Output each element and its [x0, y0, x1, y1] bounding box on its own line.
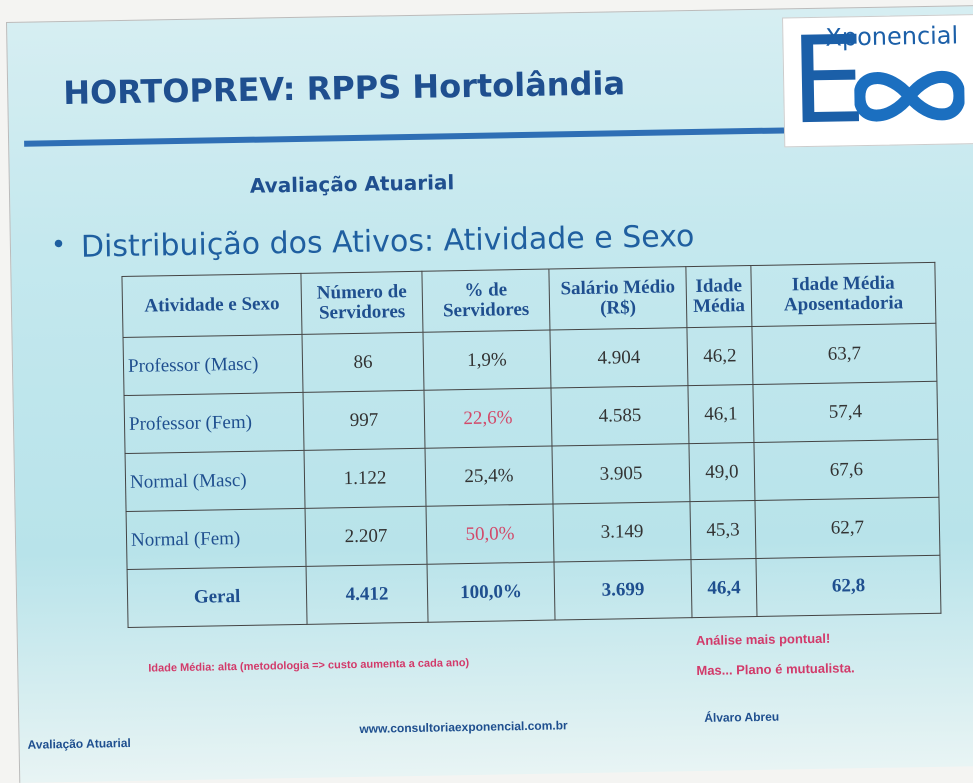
column-header: Idade Média Aposentadoria — [751, 262, 936, 326]
logo-text: Xponencial — [825, 21, 958, 51]
cell: 2.207 — [305, 506, 427, 566]
row-label: Geral — [127, 566, 307, 627]
row-label: Professor (Fem) — [124, 392, 304, 453]
logo-infinity — [854, 65, 965, 127]
cell: 4.904 — [550, 328, 688, 388]
footer-url: www.consultoriaexponencial.com.br — [359, 718, 567, 736]
cell: 62,7 — [755, 497, 940, 558]
logo: E Xponencial — [782, 14, 973, 147]
cell: 25,4% — [425, 446, 553, 506]
cell: 3.699 — [554, 560, 692, 620]
cell: 1,9% — [423, 330, 551, 390]
column-header: Salário Médio (R$) — [549, 267, 687, 330]
cell: 62,8 — [756, 555, 941, 616]
footer-left: Avaliação Atuarial — [27, 736, 130, 752]
slide: HORTOPREV: RPPS Hortolândia E Xponencial… — [6, 5, 973, 783]
cell: 63,7 — [752, 323, 937, 384]
bullet: Distribuição dos Ativos: Atividade e Sex… — [81, 219, 695, 265]
footer-author: Álvaro Abreu — [704, 710, 779, 725]
cell: 46,2 — [687, 327, 753, 386]
cell: 3.149 — [553, 502, 691, 562]
cell: 4.585 — [551, 386, 689, 446]
row-label: Professor (Masc) — [123, 334, 303, 395]
cell: 3.905 — [552, 444, 690, 504]
column-header: Idade Média — [686, 266, 752, 328]
column-header: Número de Servidores — [301, 271, 423, 334]
cell: 22,6% — [424, 388, 552, 448]
title-rule — [24, 127, 784, 146]
row-label: Normal (Masc) — [125, 450, 305, 511]
note: Análise mais pontual! — [696, 631, 831, 648]
cell: 49,0 — [689, 443, 755, 502]
note: Idade Média: alta (metodologia => custo … — [148, 657, 469, 675]
cell: 50,0% — [426, 504, 554, 564]
cell: 86 — [302, 332, 424, 392]
cell: 997 — [303, 390, 425, 450]
column-header: % de Servidores — [422, 269, 550, 332]
cell: 57,4 — [753, 381, 938, 442]
page: HORTOPREV: RPPS Hortolândia E Xponencial… — [0, 0, 973, 750]
title: HORTOPREV: RPPS Hortolândia — [63, 64, 625, 112]
column-header: Atividade e Sexo — [122, 273, 302, 337]
row-label: Normal (Fem) — [126, 508, 306, 569]
cell: 46,4 — [691, 558, 757, 617]
cell: 46,1 — [688, 385, 754, 444]
cell: 45,3 — [690, 501, 756, 560]
cell: 1.122 — [304, 448, 426, 508]
cell: 4.412 — [306, 564, 428, 624]
note: Mas... Plano é mutualista. — [696, 660, 854, 678]
cell: 100,0% — [427, 562, 555, 622]
cell: 67,6 — [754, 439, 939, 500]
subtitle: Avaliação Atuarial — [250, 170, 455, 198]
